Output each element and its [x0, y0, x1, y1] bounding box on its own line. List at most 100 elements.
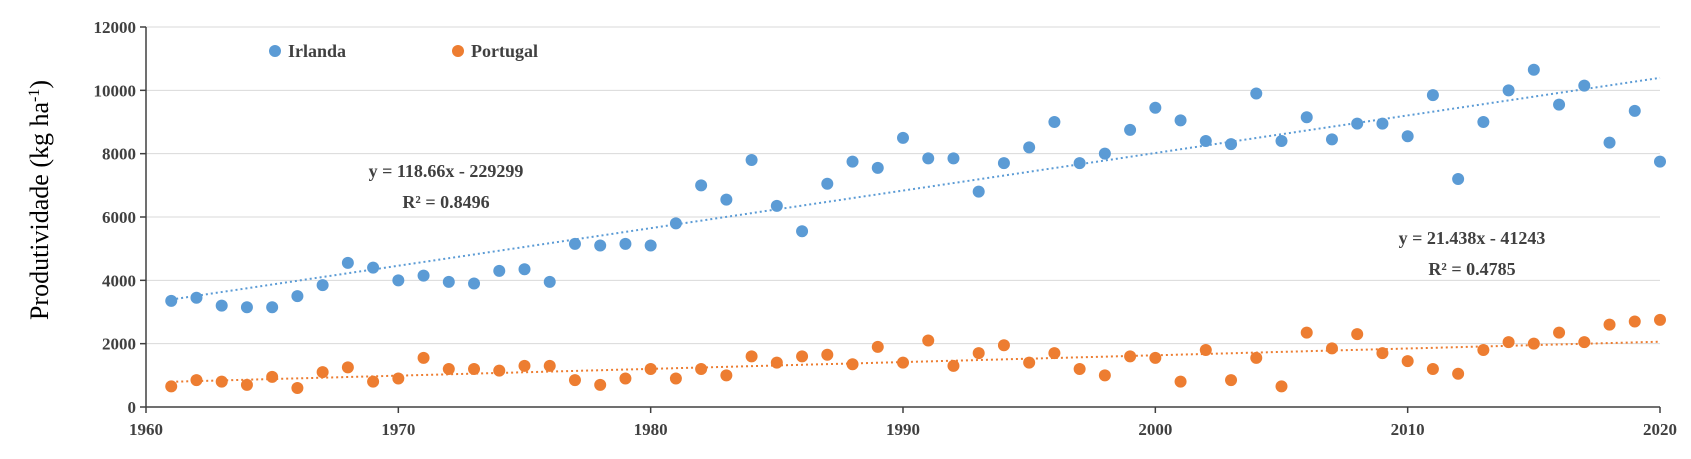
- point-irlanda-1979: [619, 237, 632, 250]
- point-irlanda-2007: [1325, 133, 1338, 146]
- x-tick-label-2000: 2000: [1138, 420, 1172, 439]
- point-portugal-2018: [1603, 318, 1616, 331]
- point-portugal-1972: [442, 363, 455, 375]
- point-portugal-2013: [1477, 344, 1490, 356]
- point-portugal-1989: [871, 340, 884, 353]
- trendline-r2-portugal: R² = 0.4785: [1428, 259, 1515, 279]
- gridlines: [146, 26, 1660, 345]
- point-portugal-2020: [1654, 313, 1666, 326]
- point-portugal-2000: [1149, 351, 1162, 364]
- point-portugal-2010: [1401, 355, 1414, 368]
- x-tick-label-1960: 1960: [129, 420, 163, 439]
- point-irlanda-2020: [1654, 155, 1666, 168]
- point-irlanda-1972: [442, 275, 455, 288]
- point-irlanda-1961: [165, 294, 178, 307]
- x-tick-label-1980: 1980: [634, 420, 668, 439]
- point-irlanda-1999: [1124, 123, 1137, 136]
- data-points: [165, 63, 1666, 394]
- point-portugal-2014: [1502, 336, 1515, 349]
- point-irlanda-1963: [215, 299, 228, 312]
- point-irlanda-2018: [1603, 136, 1616, 149]
- point-irlanda-1980: [644, 239, 657, 252]
- trendline-label-irlanda: y = 118.66x - 229299 R² = 0.8496: [369, 161, 524, 212]
- point-irlanda-1995: [1023, 141, 1036, 154]
- point-irlanda-1990: [897, 131, 909, 144]
- point-irlanda-2000: [1149, 101, 1162, 114]
- point-irlanda-1993: [972, 185, 985, 198]
- point-portugal-2001: [1174, 375, 1187, 388]
- y-tick-label-6000: 6000: [102, 208, 136, 227]
- point-portugal-1988: [846, 358, 859, 371]
- y-tick-label-2000: 2000: [102, 335, 136, 354]
- trendline-portugal: [171, 340, 1661, 383]
- point-irlanda-1971: [417, 269, 430, 282]
- point-irlanda-1967: [316, 279, 329, 292]
- point-irlanda-1977: [568, 237, 581, 250]
- point-irlanda-1982: [695, 179, 708, 192]
- y-tick-labels: 0 2000 4000 6000 8000 10000 12000: [94, 18, 137, 417]
- point-portugal-1993: [972, 347, 985, 360]
- point-portugal-1992: [947, 359, 960, 372]
- point-portugal-2007: [1325, 342, 1338, 355]
- point-portugal-1963: [215, 375, 228, 388]
- point-portugal-1981: [669, 372, 682, 385]
- point-irlanda-2006: [1300, 111, 1313, 124]
- point-irlanda-2019: [1628, 104, 1641, 117]
- point-portugal-1964: [240, 378, 253, 391]
- point-irlanda-2012: [1452, 173, 1465, 185]
- point-irlanda-1988: [846, 155, 859, 168]
- point-irlanda-2016: [1553, 98, 1566, 111]
- point-portugal-2012: [1452, 367, 1465, 380]
- point-portugal-1987: [821, 348, 834, 361]
- point-irlanda-2010: [1401, 130, 1414, 143]
- point-irlanda-1973: [468, 277, 481, 290]
- legend-label-portugal: Portugal: [471, 41, 538, 61]
- y-tick-label-12000: 12000: [94, 18, 137, 37]
- trendline-equation-portugal: y = 21.438x - 41243: [1399, 228, 1546, 248]
- point-irlanda-2015: [1527, 63, 1540, 76]
- trendline-irlanda: [171, 76, 1661, 301]
- point-portugal-1969: [367, 375, 380, 388]
- point-irlanda-1983: [720, 193, 733, 206]
- point-portugal-2008: [1351, 328, 1364, 341]
- point-portugal-1984: [745, 350, 758, 363]
- point-portugal-2016: [1553, 326, 1566, 339]
- point-portugal-1965: [266, 370, 279, 383]
- point-portugal-1967: [316, 366, 329, 379]
- point-irlanda-1991: [922, 152, 935, 165]
- point-portugal-2006: [1300, 326, 1313, 339]
- point-irlanda-1998: [1098, 147, 1111, 160]
- point-portugal-1997: [1073, 363, 1086, 375]
- point-portugal-1974: [493, 364, 506, 377]
- point-irlanda-1989: [871, 161, 884, 174]
- point-irlanda-1969: [367, 261, 380, 274]
- point-portugal-2005: [1275, 380, 1288, 393]
- legend-marker-irlanda: [269, 45, 281, 57]
- point-irlanda-1962: [190, 291, 203, 304]
- x-tick-label-1970: 1970: [381, 420, 415, 439]
- point-irlanda-1997: [1073, 157, 1086, 170]
- y-tick-label-8000: 8000: [102, 145, 136, 164]
- legend: Irlanda Portugal: [269, 41, 538, 61]
- point-portugal-1986: [796, 350, 809, 363]
- point-irlanda-1986: [796, 225, 809, 238]
- point-portugal-1995: [1023, 356, 1036, 369]
- point-portugal-1973: [468, 363, 481, 375]
- point-portugal-1979: [619, 372, 632, 385]
- point-irlanda-2008: [1351, 117, 1364, 130]
- point-irlanda-1965: [266, 301, 279, 314]
- point-portugal-1966: [291, 382, 304, 394]
- point-portugal-1978: [594, 378, 607, 391]
- point-portugal-1961: [165, 380, 178, 393]
- point-irlanda-1968: [341, 256, 354, 269]
- x-tick-label-2020: 2020: [1643, 420, 1677, 439]
- point-portugal-1980: [644, 363, 657, 375]
- point-irlanda-1984: [745, 154, 758, 166]
- point-irlanda-2002: [1199, 135, 1212, 147]
- point-portugal-1985: [770, 356, 783, 369]
- point-portugal-1998: [1098, 369, 1111, 382]
- point-irlanda-2004: [1250, 87, 1263, 100]
- point-portugal-1975: [518, 359, 531, 372]
- point-irlanda-1996: [1048, 116, 1061, 128]
